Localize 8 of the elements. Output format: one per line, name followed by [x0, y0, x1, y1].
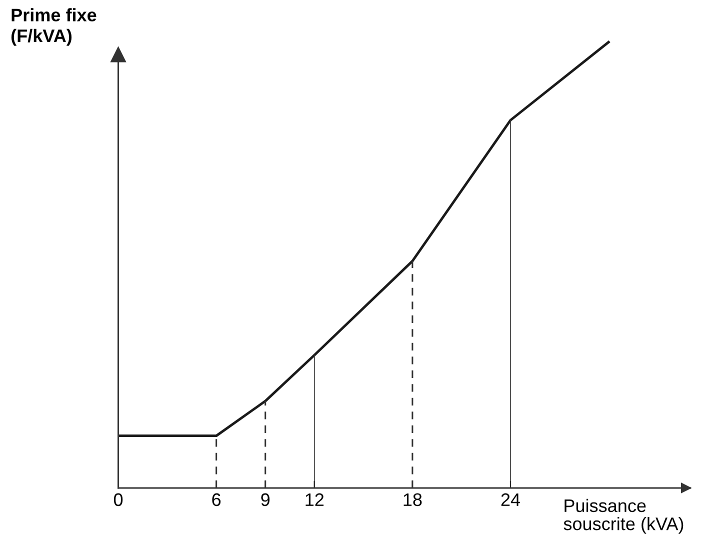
x-axis-title: Puissance souscrite (kVA) — [564, 498, 684, 534]
x-tick-label: 0 — [114, 493, 123, 506]
y-axis-title: Prime fixe (F/kVA) — [11, 8, 96, 46]
x-tick-label: 24 — [501, 493, 520, 506]
x-tick-label: 9 — [261, 493, 270, 506]
x-tick-label: 18 — [404, 493, 422, 506]
x-tick-label: 12 — [306, 493, 324, 506]
x-tick-label: 6 — [212, 493, 221, 506]
